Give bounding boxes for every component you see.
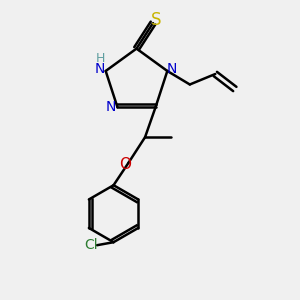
Text: O: O — [119, 157, 131, 172]
Text: N: N — [167, 62, 177, 76]
Text: Cl: Cl — [84, 238, 98, 252]
Text: N: N — [95, 61, 106, 76]
Text: H: H — [96, 52, 105, 64]
Text: N: N — [106, 100, 116, 114]
Text: S: S — [152, 11, 162, 28]
